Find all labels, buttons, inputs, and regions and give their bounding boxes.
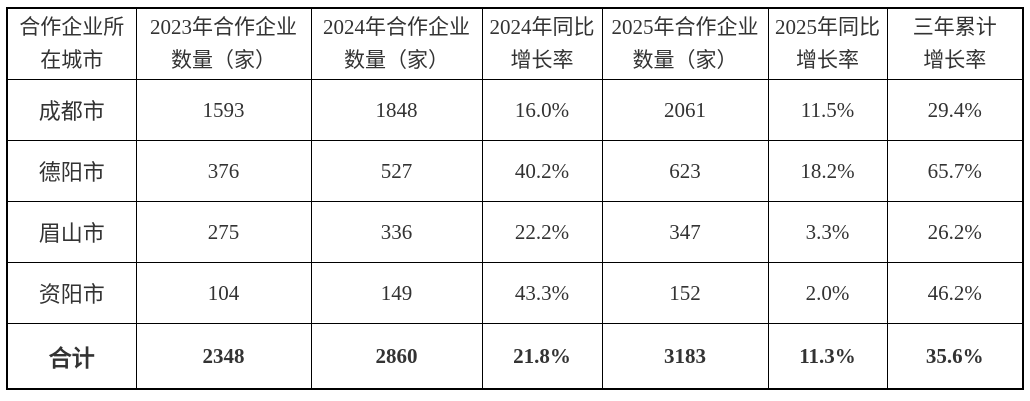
- table-body: 成都市 1593 1848 16.0% 2061 11.5% 29.4% 德阳市…: [6, 79, 1024, 390]
- cell-2025-growth: 2.0%: [767, 262, 888, 324]
- cell-total-2023-count: 2348: [135, 323, 312, 390]
- cell-3yr-growth: 29.4%: [886, 79, 1024, 141]
- cell-2024-growth: 16.0%: [481, 79, 603, 141]
- cell-2023-count: 1593: [135, 79, 312, 141]
- cell-city: 德阳市: [6, 140, 137, 202]
- cell-2025-growth: 11.5%: [767, 79, 888, 141]
- cell-2025-count: 347: [601, 201, 769, 263]
- col-header-3yr-growth: 三年累计 增长率: [886, 7, 1024, 80]
- cell-2024-count: 336: [310, 201, 483, 263]
- cell-2024-count: 527: [310, 140, 483, 202]
- col-header-2025-growth: 2025年同比 增长率: [767, 7, 888, 80]
- cooperation-enterprise-table: 合作企业所 在城市 2023年合作企业 数量（家） 2024年合作企业 数量（家…: [6, 7, 1024, 390]
- cell-total-label: 合计: [6, 323, 137, 390]
- col-header-2024-count: 2024年合作企业 数量（家）: [310, 7, 483, 80]
- col-header-city: 合作企业所 在城市: [6, 7, 137, 80]
- table-row-ziyang: 资阳市 104 149 43.3% 152 2.0% 46.2%: [6, 262, 1024, 324]
- table-header: 合作企业所 在城市 2023年合作企业 数量（家） 2024年合作企业 数量（家…: [6, 7, 1024, 80]
- table-row-chengdu: 成都市 1593 1848 16.0% 2061 11.5% 29.4%: [6, 79, 1024, 141]
- cell-city: 资阳市: [6, 262, 137, 324]
- table-row-deyang: 德阳市 376 527 40.2% 623 18.2% 65.7%: [6, 140, 1024, 202]
- cell-2024-growth: 22.2%: [481, 201, 603, 263]
- cell-2023-count: 104: [135, 262, 312, 324]
- cell-city: 成都市: [6, 79, 137, 141]
- cell-2025-count: 152: [601, 262, 769, 324]
- cell-2025-growth: 3.3%: [767, 201, 888, 263]
- table-row-meishan: 眉山市 275 336 22.2% 347 3.3% 26.2%: [6, 201, 1024, 263]
- cell-total-2024-growth: 21.8%: [481, 323, 603, 390]
- cell-total-2024-count: 2860: [310, 323, 483, 390]
- cell-total-2025-count: 3183: [601, 323, 769, 390]
- cell-2025-count: 2061: [601, 79, 769, 141]
- table-row-total: 合计 2348 2860 21.8% 3183 11.3% 35.6%: [6, 323, 1024, 390]
- cell-2025-count: 623: [601, 140, 769, 202]
- cell-3yr-growth: 26.2%: [886, 201, 1024, 263]
- header-row: 合作企业所 在城市 2023年合作企业 数量（家） 2024年合作企业 数量（家…: [6, 7, 1024, 80]
- cell-city: 眉山市: [6, 201, 137, 263]
- cell-2023-count: 275: [135, 201, 312, 263]
- col-header-2025-count: 2025年合作企业 数量（家）: [601, 7, 769, 80]
- col-header-2024-growth: 2024年同比 增长率: [481, 7, 603, 80]
- col-header-2023-count: 2023年合作企业 数量（家）: [135, 7, 312, 80]
- cell-2024-growth: 40.2%: [481, 140, 603, 202]
- cell-3yr-growth: 65.7%: [886, 140, 1024, 202]
- cell-2024-count: 149: [310, 262, 483, 324]
- cell-total-2025-growth: 11.3%: [767, 323, 888, 390]
- cell-total-3yr-growth: 35.6%: [886, 323, 1024, 390]
- cell-3yr-growth: 46.2%: [886, 262, 1024, 324]
- cell-2024-count: 1848: [310, 79, 483, 141]
- cell-2024-growth: 43.3%: [481, 262, 603, 324]
- cell-2025-growth: 18.2%: [767, 140, 888, 202]
- cell-2023-count: 376: [135, 140, 312, 202]
